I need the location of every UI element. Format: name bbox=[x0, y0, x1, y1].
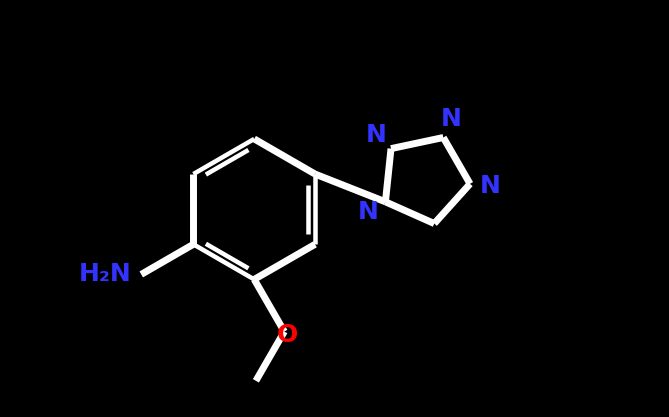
Text: H₂N: H₂N bbox=[78, 262, 131, 286]
Text: N: N bbox=[441, 107, 462, 131]
Text: N: N bbox=[366, 123, 387, 147]
Text: N: N bbox=[358, 200, 379, 224]
Text: O: O bbox=[277, 323, 298, 347]
Text: N: N bbox=[480, 174, 500, 198]
